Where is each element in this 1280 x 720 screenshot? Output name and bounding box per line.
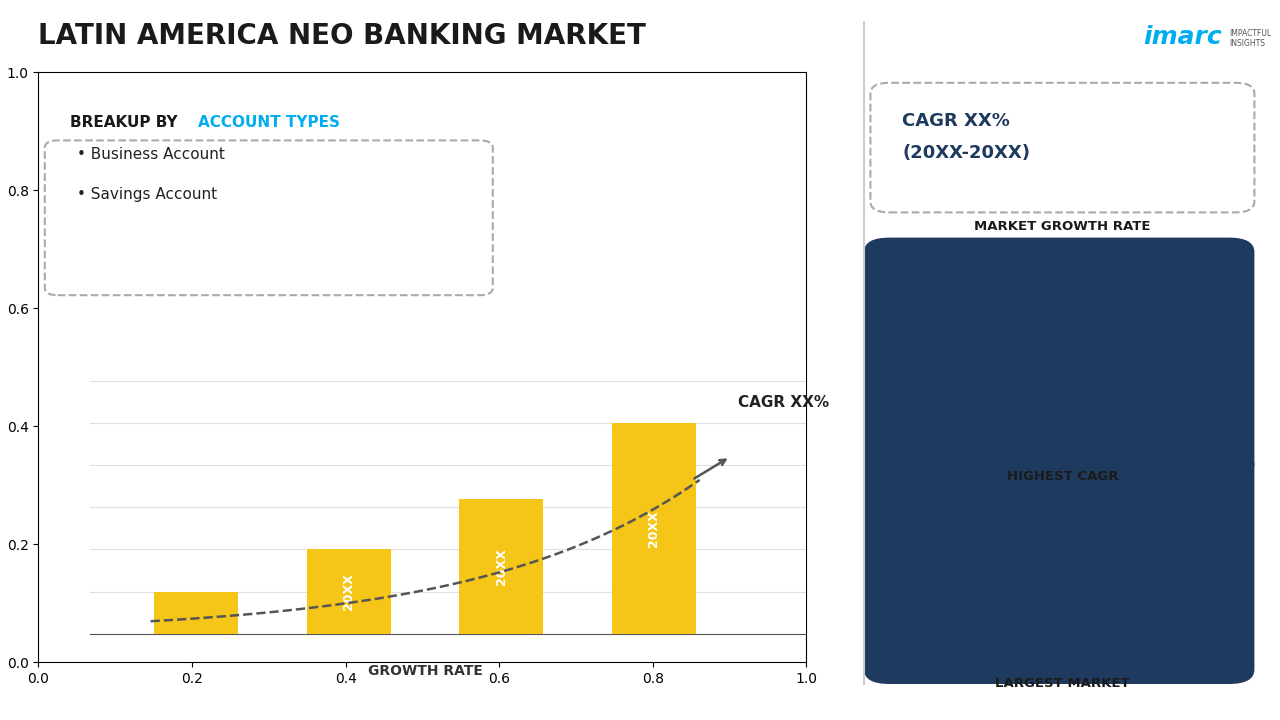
Text: LARGEST MARKET: LARGEST MARKET (995, 677, 1130, 690)
Text: imarc: imarc (1143, 25, 1222, 49)
Text: CAGR XX%: CAGR XX% (902, 112, 1010, 130)
Text: (20XX-20XX): (20XX-20XX) (902, 144, 1030, 162)
Polygon shape (984, 282, 1062, 405)
Text: 20XX: 20XX (648, 510, 660, 546)
Text: BREAKUP BY: BREAKUP BY (70, 114, 183, 130)
Text: 20XX: 20XX (342, 573, 356, 610)
Text: • Business Account: • Business Account (77, 147, 225, 162)
Polygon shape (988, 494, 1137, 644)
Text: 20XX: 20XX (495, 548, 508, 585)
Text: • Savings Account: • Savings Account (77, 186, 216, 202)
Bar (460, 499, 543, 634)
Text: GROWTH RATE: GROWTH RATE (367, 665, 483, 678)
Text: IMPACTFUL
INSIGHTS: IMPACTFUL INSIGHTS (1229, 29, 1271, 48)
Bar (612, 423, 696, 634)
Text: XX: XX (1047, 559, 1078, 578)
Text: LATIN AMERICA NEO BANKING MARKET: LATIN AMERICA NEO BANKING MARKET (38, 22, 646, 50)
Polygon shape (988, 494, 1137, 644)
Bar (1180, 126, 1192, 191)
Text: MARKET GROWTH RATE: MARKET GROWTH RATE (974, 220, 1151, 233)
Bar (1144, 169, 1157, 191)
Bar (307, 549, 390, 634)
Text: XX%: XX% (1038, 351, 1087, 369)
Text: CAGR XX%: CAGR XX% (737, 395, 829, 410)
Bar (155, 592, 238, 634)
Polygon shape (984, 282, 1140, 438)
Text: ACCOUNT TYPES: ACCOUNT TYPES (198, 114, 340, 130)
Text: HIGHEST CAGR: HIGHEST CAGR (1006, 470, 1119, 483)
Bar (1162, 148, 1175, 191)
